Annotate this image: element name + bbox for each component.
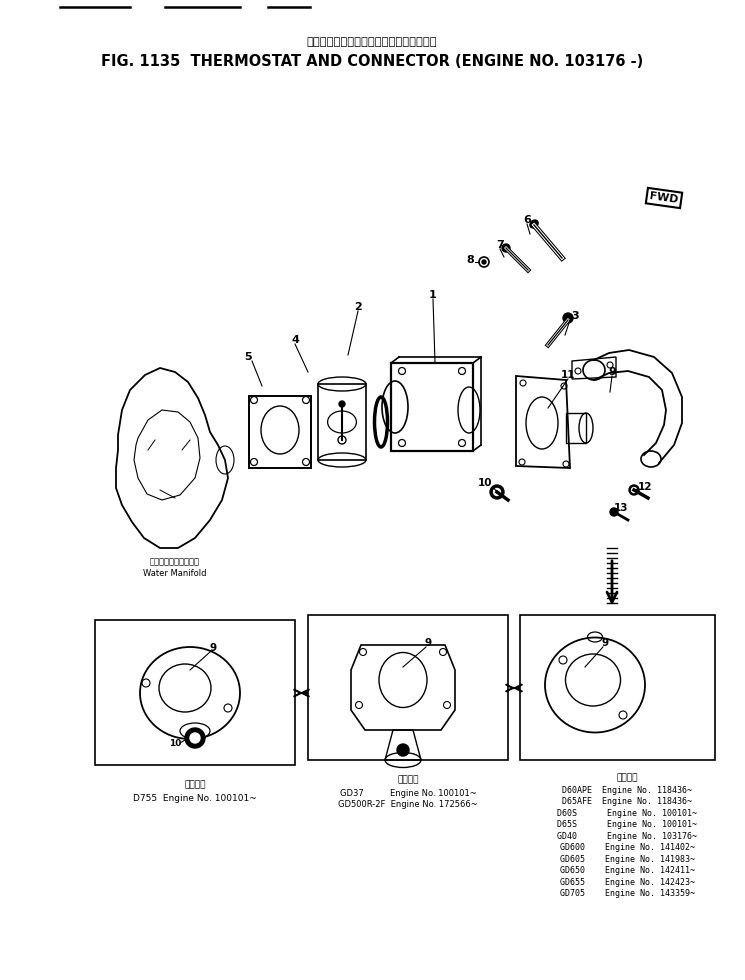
Text: 9: 9: [601, 638, 609, 648]
Bar: [566, 413, 586, 443]
Text: 6: 6: [523, 215, 531, 225]
Text: 適用号機: 適用号機: [397, 775, 419, 785]
Text: 1: 1: [429, 290, 437, 300]
Circle shape: [190, 733, 200, 743]
Text: D65AFE  Engine No. 118436~: D65AFE Engine No. 118436~: [562, 797, 692, 806]
Bar: [520, 615, 715, 760]
Text: 3: 3: [571, 311, 579, 321]
Text: GD650    Engine No. 142411~: GD650 Engine No. 142411~: [559, 866, 694, 875]
Text: 13: 13: [614, 503, 628, 513]
Text: D755  Engine No. 100101~: D755 Engine No. 100101~: [133, 794, 257, 803]
Circle shape: [482, 260, 486, 264]
Bar: [308, 615, 508, 760]
Circle shape: [629, 485, 639, 495]
Text: 5: 5: [244, 352, 252, 362]
Text: 8: 8: [466, 255, 474, 265]
Text: D65S      Engine No. 100101~: D65S Engine No. 100101~: [557, 820, 697, 829]
Circle shape: [490, 485, 504, 499]
Text: GD500R-2F  Engine No. 172566~: GD500R-2F Engine No. 172566~: [338, 800, 478, 808]
Bar: [249, 396, 311, 468]
Bar: [318, 384, 366, 460]
Text: Water Manifold: Water Manifold: [143, 568, 207, 577]
Text: 4: 4: [291, 335, 299, 345]
Text: 9: 9: [608, 367, 616, 377]
Text: サーモスタットおよびコネクタ　適用号機: サーモスタットおよびコネクタ 適用号機: [307, 37, 437, 47]
Text: D60APE  Engine No. 118436~: D60APE Engine No. 118436~: [562, 786, 692, 795]
Text: 2: 2: [354, 302, 362, 312]
Circle shape: [397, 744, 409, 756]
Circle shape: [502, 244, 510, 252]
Text: GD605    Engine No. 141983~: GD605 Engine No. 141983~: [559, 855, 694, 863]
Circle shape: [185, 728, 205, 748]
Bar: [391, 363, 473, 451]
Text: D60S      Engine No. 100101~: D60S Engine No. 100101~: [557, 808, 697, 817]
Text: FWD: FWD: [649, 191, 679, 205]
Text: 11: 11: [561, 370, 575, 380]
Text: GD655    Engine No. 142423~: GD655 Engine No. 142423~: [559, 877, 694, 887]
Text: 10: 10: [169, 739, 181, 748]
Text: 12: 12: [638, 482, 653, 492]
Text: 適用号機: 適用号機: [616, 773, 638, 782]
Text: FIG. 1135  THERMOSTAT AND CONNECTOR (ENGINE NO. 103176 -): FIG. 1135 THERMOSTAT AND CONNECTOR (ENGI…: [101, 55, 643, 70]
Text: GD37          Engine No. 100101~: GD37 Engine No. 100101~: [340, 789, 476, 798]
Text: GD600    Engine No. 141402~: GD600 Engine No. 141402~: [559, 843, 694, 852]
Circle shape: [493, 488, 501, 496]
Text: 9: 9: [425, 638, 431, 648]
Text: 10: 10: [478, 478, 492, 488]
Circle shape: [563, 313, 573, 323]
Text: ウォータマニホールド: ウォータマニホールド: [150, 558, 200, 566]
Text: GD40      Engine No. 103176~: GD40 Engine No. 103176~: [557, 831, 697, 841]
Text: GD705    Engine No. 143359~: GD705 Engine No. 143359~: [559, 889, 694, 898]
Text: 適用号機: 適用号機: [184, 780, 206, 790]
Circle shape: [610, 508, 618, 516]
Ellipse shape: [530, 220, 538, 228]
Text: 7: 7: [496, 240, 504, 250]
Bar: [95, 620, 295, 765]
Text: 9: 9: [209, 643, 217, 653]
Circle shape: [339, 401, 345, 407]
Circle shape: [632, 487, 636, 493]
